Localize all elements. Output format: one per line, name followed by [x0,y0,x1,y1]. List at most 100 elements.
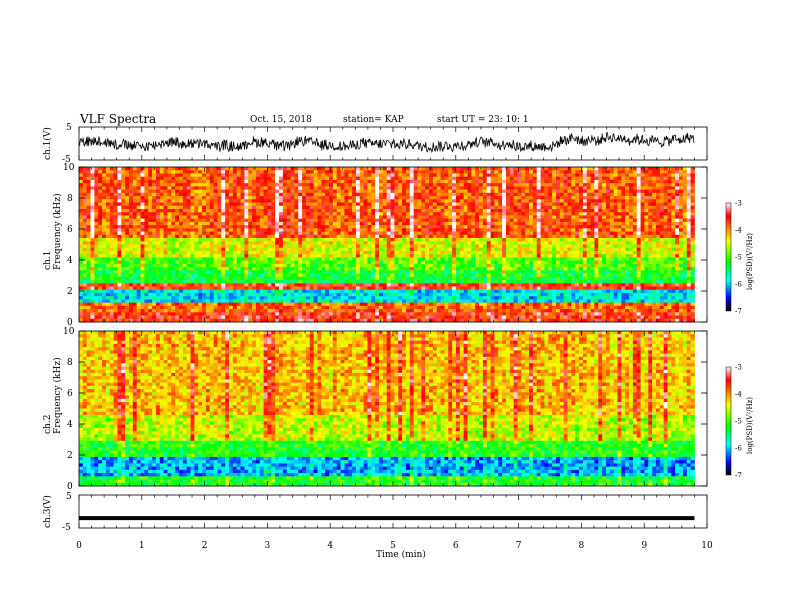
spectrogram-cell [448,183,453,187]
spectrogram-cell [344,250,349,255]
spectrogram-cell [355,202,361,207]
spectrogram-cell [340,183,345,187]
spectrogram-cell [544,202,549,207]
spectrogram-cell [629,215,634,220]
spectrogram-cell [498,244,503,249]
spectrogram-cell [486,221,491,226]
spectrogram-cell [205,263,211,268]
spectrogram-cell [371,244,376,249]
spectrogram-cell [275,244,280,249]
spectrogram-cell [682,250,688,255]
spectrogram-cell [213,260,218,265]
spectrogram-cell [329,241,334,245]
spectrogram-cell [121,186,126,191]
spectrogram-cell [494,231,499,236]
spectrogram-cell [352,254,357,258]
spectrogram-cell [394,238,399,242]
spectrogram-cell [682,189,688,194]
spectrogram-cell [459,205,465,210]
spectrogram-cell [125,208,130,213]
spectrogram-cell [155,238,161,242]
spectrogram-cell [86,176,91,181]
spectrogram-cell [317,257,322,262]
spectrogram-cell [498,225,503,229]
spectrogram-cell [663,202,668,207]
spectrogram-cell [394,221,399,226]
spectrogram-cell [517,199,522,203]
spectrogram-cell [671,231,676,236]
spectrogram-cell [271,208,276,213]
spectrogram-cell [429,234,434,239]
spectrogram-cell [129,205,134,210]
spectrogram-cell [386,208,391,213]
spectrogram-cell [317,234,322,239]
spectrogram-cell [544,238,549,242]
spectrogram-cell [602,170,607,174]
spectrogram-cell [659,192,665,197]
spectrogram-cell [136,189,141,194]
spectrogram-cell [509,234,515,239]
spectrogram-cell [663,167,668,171]
spectrogram-cell [113,218,118,223]
spectrogram-cell [498,263,503,268]
spectrogram-cell [90,205,95,210]
spectrogram-cell [405,212,411,216]
spectrogram-cell [486,205,491,210]
spectrogram-cell [117,208,122,213]
spectrogram-cell [382,221,388,226]
spectrogram-cell [363,238,368,242]
spectrogram-cell [213,189,218,194]
spectrogram-cell [244,257,249,262]
spectrogram-cell [575,192,580,197]
spectrogram-cell [232,189,238,194]
spectrogram-cell [417,176,422,181]
spectrogram-cell [679,254,684,258]
spectrogram-cell [236,228,241,232]
spectrogram-cell [255,238,261,242]
spectrogram-cell [244,238,249,242]
spectrogram-cell [275,186,280,191]
spectrogram-cell [505,221,511,226]
spectrogram-cell [421,221,426,226]
spectrogram-cell [682,257,688,262]
spectrogram-cell [540,231,545,236]
spectrogram-cell [217,221,222,226]
spectrogram-cell [629,247,634,252]
spectrogram-cell [429,250,434,255]
spectrogram-cell [252,205,257,210]
spectrogram-cell [344,205,349,210]
spectrogram-cell [590,221,595,226]
spectrogram-cell [305,215,311,220]
spectrogram-cell [271,247,276,252]
spectrogram-cell [559,247,565,252]
spectrogram-cell [179,218,184,223]
spectrogram-cell [513,167,518,171]
spectrogram-cell [648,221,653,226]
spectrogram-cell [521,228,526,232]
spectrogram-cell [332,192,338,197]
spectrogram-cell [555,241,561,245]
spectrogram-cell [175,212,180,216]
spectrogram-cell [648,173,653,178]
spectrogram-cell [571,212,576,216]
spectrogram-cell [613,241,618,245]
spectrogram-cell [221,189,226,194]
spectrogram-cell [344,247,349,252]
spectrogram-cell [336,173,341,178]
spectrogram-cell [448,250,453,255]
spectrogram-cell [144,231,149,236]
spectrogram-cell [390,263,395,268]
spectrogram-cell [179,186,184,191]
spectrogram-cell [129,241,134,245]
spectrogram-cell [652,189,657,194]
spectrogram-cell [382,192,388,197]
spectrogram-cell [390,212,395,216]
spectrogram-cell [448,257,453,262]
spectrogram-cell [398,199,403,203]
spectrogram-cell [490,183,495,187]
spectrogram-cell [286,208,291,213]
spectrogram-cell [194,254,199,258]
spectrogram-cell [648,234,653,239]
spectrogram-cell [398,176,403,181]
spectrogram-cell [102,254,107,258]
